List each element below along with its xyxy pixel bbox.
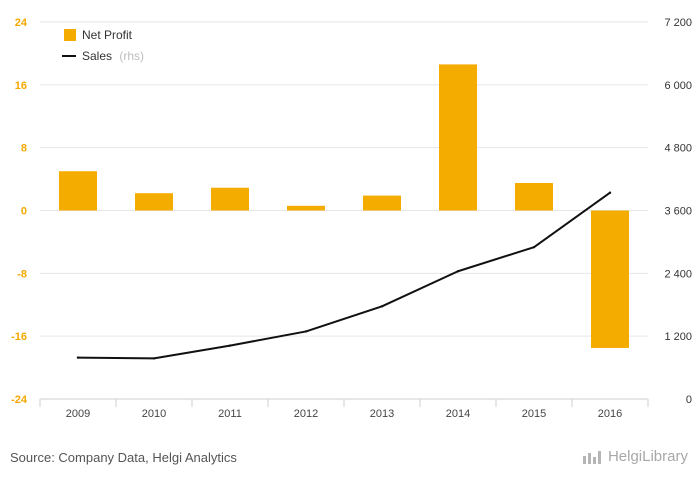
bar-net-profit <box>59 171 97 211</box>
sales-point <box>304 330 308 333</box>
bar-net-profit <box>515 183 553 211</box>
y-left-tick-label: 16 <box>15 80 27 92</box>
sales-line-layer <box>76 191 612 360</box>
y-left-tick-label: -8 <box>17 268 27 280</box>
sales-point <box>152 357 156 360</box>
legend-swatch-net-profit <box>64 29 76 41</box>
legend: Net Profit Sales (rhs) <box>62 28 144 63</box>
x-tick-label: 2010 <box>142 408 166 420</box>
y-right-tick-label: 0 <box>686 394 692 406</box>
sales-line <box>77 191 611 360</box>
x-tick-label: 2012 <box>294 408 318 420</box>
bar-net-profit <box>135 193 173 211</box>
source-note: Source: Company Data, Helgi Analytics <box>10 450 237 465</box>
legend-note-sales: (rhs) <box>119 49 144 63</box>
sales-point <box>228 344 232 347</box>
y-right-tick-label: 3 600 <box>664 206 692 218</box>
chart: 24 16 8 0 -8 -16 -24 7 200 6 000 4 800 3 600 2 400 1… <box>11 17 692 420</box>
bars-layer <box>59 64 629 348</box>
y-left-tick-label: -16 <box>11 331 27 343</box>
y-left-tick-label: 24 <box>15 17 28 29</box>
sales-point <box>456 270 460 273</box>
helgi-logo-icon <box>582 450 601 464</box>
x-tick-label: 2011 <box>218 408 242 420</box>
x-tick-label: 2013 <box>370 408 394 420</box>
sales-point <box>76 356 80 359</box>
bar-net-profit <box>591 210 629 348</box>
y-right-tick-label: 4 800 <box>664 143 692 155</box>
y-right-tick-label: 2 400 <box>664 268 692 280</box>
bar-net-profit <box>439 64 477 211</box>
brand-logo: HelgiLibrary <box>582 448 688 465</box>
y-left-tick-label: 8 <box>21 143 27 155</box>
y-right-tick-label: 1 200 <box>664 331 692 343</box>
legend-label-sales: Sales <box>82 49 112 63</box>
x-tick-label: 2015 <box>522 408 546 420</box>
grid-layer <box>40 21 648 400</box>
legend-label-net-profit: Net Profit <box>82 28 133 42</box>
bar-net-profit <box>211 187 249 211</box>
sales-point <box>608 191 612 194</box>
y-left-tick-label: -24 <box>11 394 28 406</box>
y-right-tick-label: 7 200 <box>664 17 692 29</box>
bar-net-profit <box>287 205 325 211</box>
x-tick-label: 2014 <box>446 408 470 420</box>
y-left-tick-label: 0 <box>21 206 27 218</box>
y-right-tick-label: 6 000 <box>664 80 692 92</box>
x-tick-label: 2016 <box>598 408 622 420</box>
svg-text:Sales (rhs): Sales (rhs) <box>82 49 144 63</box>
axis-layer: 24 16 8 0 -8 -16 -24 7 200 6 000 4 800 3 600 2 400 1… <box>11 17 692 420</box>
x-tick-label: 2009 <box>66 408 90 420</box>
sales-point <box>532 245 536 249</box>
brand-name: HelgiLibrary <box>607 448 688 465</box>
bar-net-profit <box>363 195 401 211</box>
sales-point <box>380 305 384 308</box>
